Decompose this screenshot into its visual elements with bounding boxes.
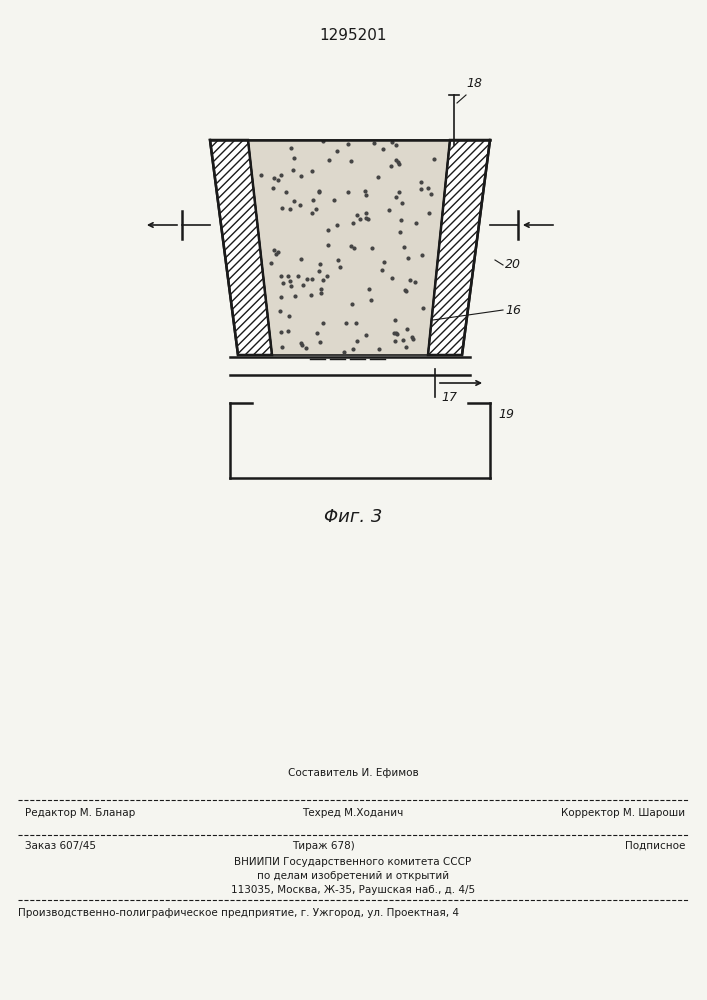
Text: Тираж 678): Тираж 678) <box>291 841 354 851</box>
Text: Подписное: Подписное <box>624 841 685 851</box>
Text: Техред М.Ходанич: Техред М.Ходанич <box>303 808 404 818</box>
Text: Производственно-полиграфическое предприятие, г. Ужгород, ул. Проектная, 4: Производственно-полиграфическое предприя… <box>18 908 459 918</box>
Text: ВНИИПИ Государственного комитета СССР: ВНИИПИ Государственного комитета СССР <box>235 857 472 867</box>
Text: Φиг. 3: Φиг. 3 <box>324 508 382 526</box>
Text: 17: 17 <box>441 391 457 404</box>
Text: 16: 16 <box>505 304 521 316</box>
Text: Редактор М. Бланар: Редактор М. Бланар <box>25 808 135 818</box>
Text: Корректор М. Шароши: Корректор М. Шароши <box>561 808 685 818</box>
Polygon shape <box>248 140 450 355</box>
Text: 1295201: 1295201 <box>320 28 387 43</box>
Text: Составитель И. Ефимов: Составитель И. Ефимов <box>288 768 419 778</box>
Text: 20: 20 <box>505 258 521 271</box>
Polygon shape <box>428 140 490 355</box>
Text: Заказ 607/45: Заказ 607/45 <box>25 841 96 851</box>
Text: 113035, Москва, Ж-35, Раушская наб., д. 4/5: 113035, Москва, Ж-35, Раушская наб., д. … <box>231 885 475 895</box>
Text: по делам изобретений и открытий: по делам изобретений и открытий <box>257 871 449 881</box>
Polygon shape <box>210 140 272 355</box>
Text: 18: 18 <box>466 77 482 90</box>
Text: 19: 19 <box>498 408 514 421</box>
